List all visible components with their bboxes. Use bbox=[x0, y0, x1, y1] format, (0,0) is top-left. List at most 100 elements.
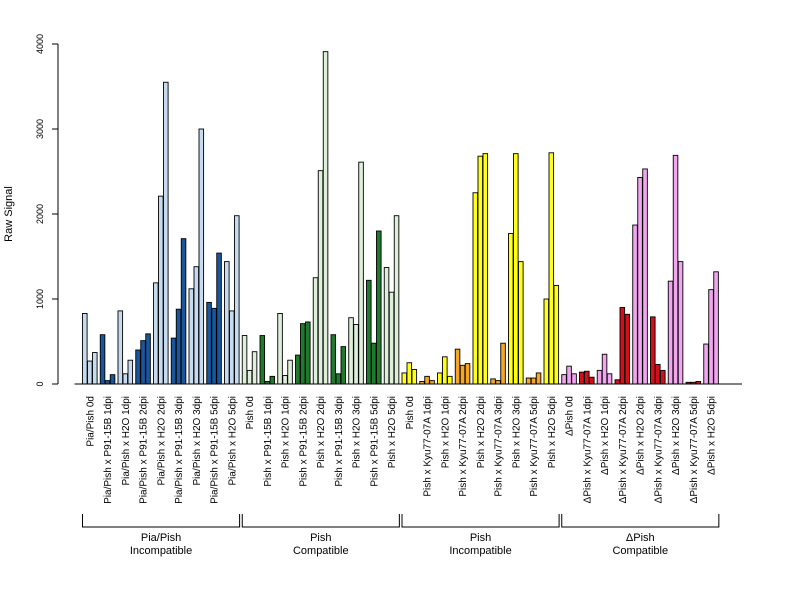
group-label-line1: Pia/Pish bbox=[141, 532, 181, 544]
bar bbox=[216, 252, 222, 385]
bar bbox=[198, 128, 205, 385]
bar-group bbox=[241, 335, 258, 385]
bar-group bbox=[596, 353, 613, 385]
bar-group bbox=[259, 335, 276, 385]
bar bbox=[508, 233, 514, 385]
bar bbox=[104, 380, 111, 385]
x-tick-label: Pish x H2O 2dpi bbox=[316, 396, 327, 468]
bar bbox=[579, 371, 585, 385]
group-label-line2: Incompatible bbox=[449, 545, 511, 557]
x-tick-label: Pia/Pish x H2O 3dpi bbox=[192, 396, 203, 486]
bar bbox=[589, 376, 595, 385]
bar bbox=[87, 360, 93, 385]
bar bbox=[406, 362, 413, 385]
bar bbox=[477, 155, 484, 385]
x-tick-label: Pish 0d bbox=[405, 396, 416, 429]
bar-group bbox=[614, 307, 631, 385]
bar bbox=[282, 375, 288, 385]
bar bbox=[82, 313, 88, 385]
bar bbox=[525, 377, 532, 385]
x-tick-label: Pish x H2O 5dpi bbox=[547, 396, 558, 468]
group-label-line1: Pish bbox=[310, 532, 331, 544]
bar bbox=[437, 372, 443, 385]
bar bbox=[513, 153, 519, 385]
bar bbox=[596, 369, 603, 385]
bar bbox=[330, 334, 337, 385]
x-tick-label: ΔPish x H2O 5dpi bbox=[707, 396, 718, 475]
bar bbox=[495, 380, 501, 385]
bracket-line bbox=[82, 514, 241, 528]
bar-group bbox=[579, 370, 595, 385]
x-tick-label: Pia/Pish x P91-15B 5dpi bbox=[210, 396, 221, 504]
x-tick-label: Pish x H2O 3dpi bbox=[511, 396, 522, 468]
bar bbox=[234, 215, 240, 385]
bar bbox=[170, 337, 177, 385]
bar bbox=[224, 261, 230, 385]
bar-group bbox=[135, 333, 151, 385]
bar bbox=[566, 365, 572, 385]
bar bbox=[175, 308, 182, 385]
bar bbox=[677, 261, 684, 385]
bar bbox=[518, 261, 524, 385]
bar bbox=[206, 301, 212, 385]
bar-group bbox=[82, 313, 98, 385]
bar bbox=[92, 352, 98, 385]
x-tick-label: Pish x H2O 1dpi bbox=[281, 396, 292, 468]
x-tick-label: ΔPish x H2O 3dpi bbox=[671, 396, 682, 475]
x-tick-label: Pish x P91-15B 2dpi bbox=[298, 396, 309, 487]
bar-group bbox=[703, 271, 719, 385]
x-tick-label: Pia/Pish x H2O 2dpi bbox=[156, 396, 167, 486]
x-tick-label: ΔPish x H2O 1dpi bbox=[600, 396, 611, 475]
bar bbox=[584, 370, 590, 385]
bar bbox=[637, 176, 643, 385]
bar bbox=[348, 317, 354, 385]
bar bbox=[601, 353, 608, 385]
bar-group bbox=[99, 334, 116, 385]
x-tick-label: Pish x H2O 3dpi bbox=[352, 396, 363, 468]
bar-group bbox=[224, 215, 240, 385]
bar bbox=[535, 372, 542, 385]
group-label-line2: Compatible bbox=[612, 545, 668, 557]
bar bbox=[464, 363, 471, 385]
group-label-line2: Compatible bbox=[293, 545, 349, 557]
bar-group bbox=[525, 372, 542, 385]
bar bbox=[660, 369, 666, 385]
bar-group bbox=[650, 316, 666, 385]
bar bbox=[429, 380, 435, 385]
bar bbox=[376, 230, 382, 385]
bar-group bbox=[312, 51, 329, 385]
bar bbox=[158, 195, 164, 385]
bar bbox=[447, 375, 453, 385]
bar bbox=[530, 377, 537, 385]
bar-group bbox=[561, 365, 577, 385]
bar-group bbox=[117, 310, 134, 385]
bars bbox=[82, 51, 719, 385]
x-tick-label: Pish x P91-15B 1dpi bbox=[263, 396, 274, 487]
bar bbox=[411, 369, 418, 385]
bar bbox=[472, 192, 479, 385]
x-tick-label: Pia/Pish x P91-15B 2dpi bbox=[139, 396, 150, 504]
x-tick-label: Pia/Pish x H2O 1dpi bbox=[121, 396, 132, 486]
bar bbox=[269, 375, 276, 385]
bar bbox=[305, 321, 311, 385]
y-axis: 0 1000 2000 3000 4000 bbox=[35, 34, 59, 387]
bracket-line bbox=[241, 514, 400, 528]
bar bbox=[140, 340, 146, 385]
bar bbox=[353, 324, 359, 385]
group-label-line2: Incompatible bbox=[130, 545, 192, 557]
y-axis-label: Raw Signal bbox=[3, 186, 15, 242]
bar bbox=[246, 369, 253, 385]
y-tick-label: 0 bbox=[35, 381, 45, 386]
x-tick-labels: Pia/Pish 0d Pia/Pish x P91-15B 1dpi Pia/Pi… bbox=[85, 396, 717, 504]
bar bbox=[401, 372, 408, 385]
bar bbox=[393, 215, 400, 385]
bar bbox=[371, 342, 377, 385]
bar bbox=[193, 266, 200, 385]
bar bbox=[163, 81, 169, 385]
x-tick-label: Pish x Kyu77-07A 1dpi bbox=[423, 396, 434, 497]
bar bbox=[251, 351, 258, 385]
